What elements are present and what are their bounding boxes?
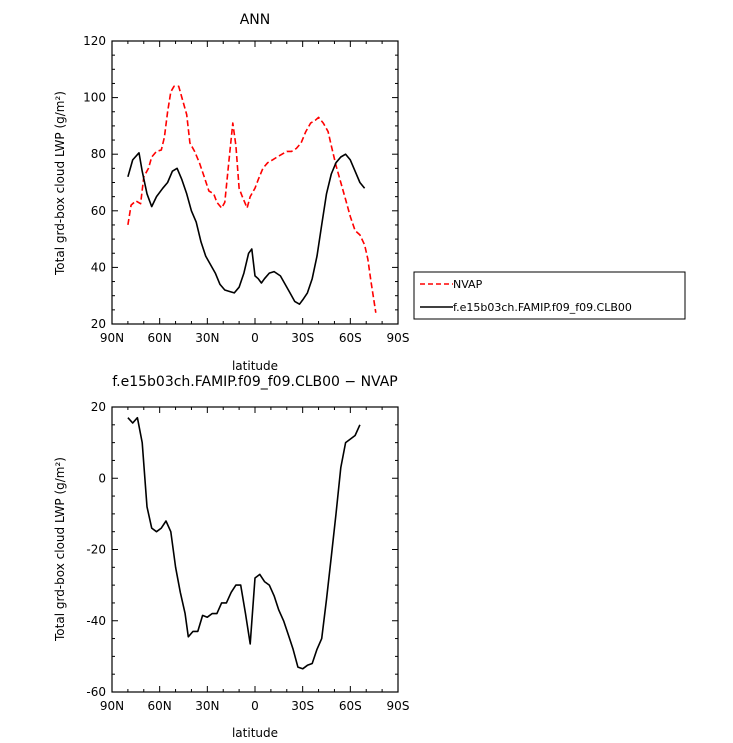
y-tick-label: -20 — [86, 543, 106, 557]
series-line-f-e15b03ch-famip-f09-f09-clb00 — [127, 152, 366, 305]
y-tick-label: 120 — [83, 34, 106, 48]
x-tick-label: 90N — [100, 699, 124, 713]
bottom-panel: f.e15b03ch.FAMIP.f09_f09.CLB00 − NVAP la… — [53, 374, 409, 740]
legend-box — [413, 271, 686, 320]
x-tick-label: 30S — [291, 699, 314, 713]
top-x-axis-label: latitude — [232, 359, 278, 373]
plot-frame — [111, 406, 399, 693]
x-tick-label: 0 — [251, 699, 259, 713]
legend-label-model: f.e15b03ch.FAMIP.f09_f09.CLB00 — [453, 301, 632, 314]
legend-label-nvap: NVAP — [453, 278, 483, 291]
y-tick-label: 60 — [91, 204, 106, 218]
x-tick-label: 30S — [291, 331, 314, 345]
x-tick-label: 0 — [251, 331, 259, 345]
x-tick-label: 90S — [387, 699, 410, 713]
y-tick-label: 40 — [91, 260, 106, 274]
y-tick-label: -60 — [86, 685, 106, 699]
x-tick-label: 30N — [195, 331, 219, 345]
x-tick-label: 60N — [148, 699, 172, 713]
top-y-axis-label: Total grd-box cloud LWP (g/m²) — [53, 91, 67, 276]
x-tick-label: 90S — [387, 331, 410, 345]
bottom-chart-title: f.e15b03ch.FAMIP.f09_f09.CLB00 − NVAP — [112, 374, 398, 390]
y-tick-label: 0 — [98, 471, 106, 485]
bottom-y-axis-label: Total grd-box cloud LWP (g/m²) — [53, 457, 67, 642]
x-tick-label: 60S — [339, 331, 362, 345]
x-tick-label: 30N — [195, 699, 219, 713]
y-tick-label: -40 — [86, 614, 106, 628]
top-panel: ANN latitude Total grd-box cloud LWP (g/… — [53, 12, 409, 373]
y-tick-label: 100 — [83, 91, 106, 105]
plot-frame — [111, 40, 399, 325]
series-line-nvap — [127, 85, 377, 313]
legend: NVAP f.e15b03ch.FAMIP.f09_f09.CLB00 — [413, 271, 686, 320]
series-line-series-0 — [127, 416, 361, 670]
x-tick-label: 60S — [339, 699, 362, 713]
bottom-x-axis-label: latitude — [232, 726, 278, 740]
top-chart-title: ANN — [240, 12, 271, 28]
y-tick-label: 20 — [91, 317, 106, 331]
x-tick-label: 90N — [100, 331, 124, 345]
x-tick-label: 60N — [148, 331, 172, 345]
y-tick-label: 80 — [91, 147, 106, 161]
y-tick-label: 20 — [91, 400, 106, 414]
